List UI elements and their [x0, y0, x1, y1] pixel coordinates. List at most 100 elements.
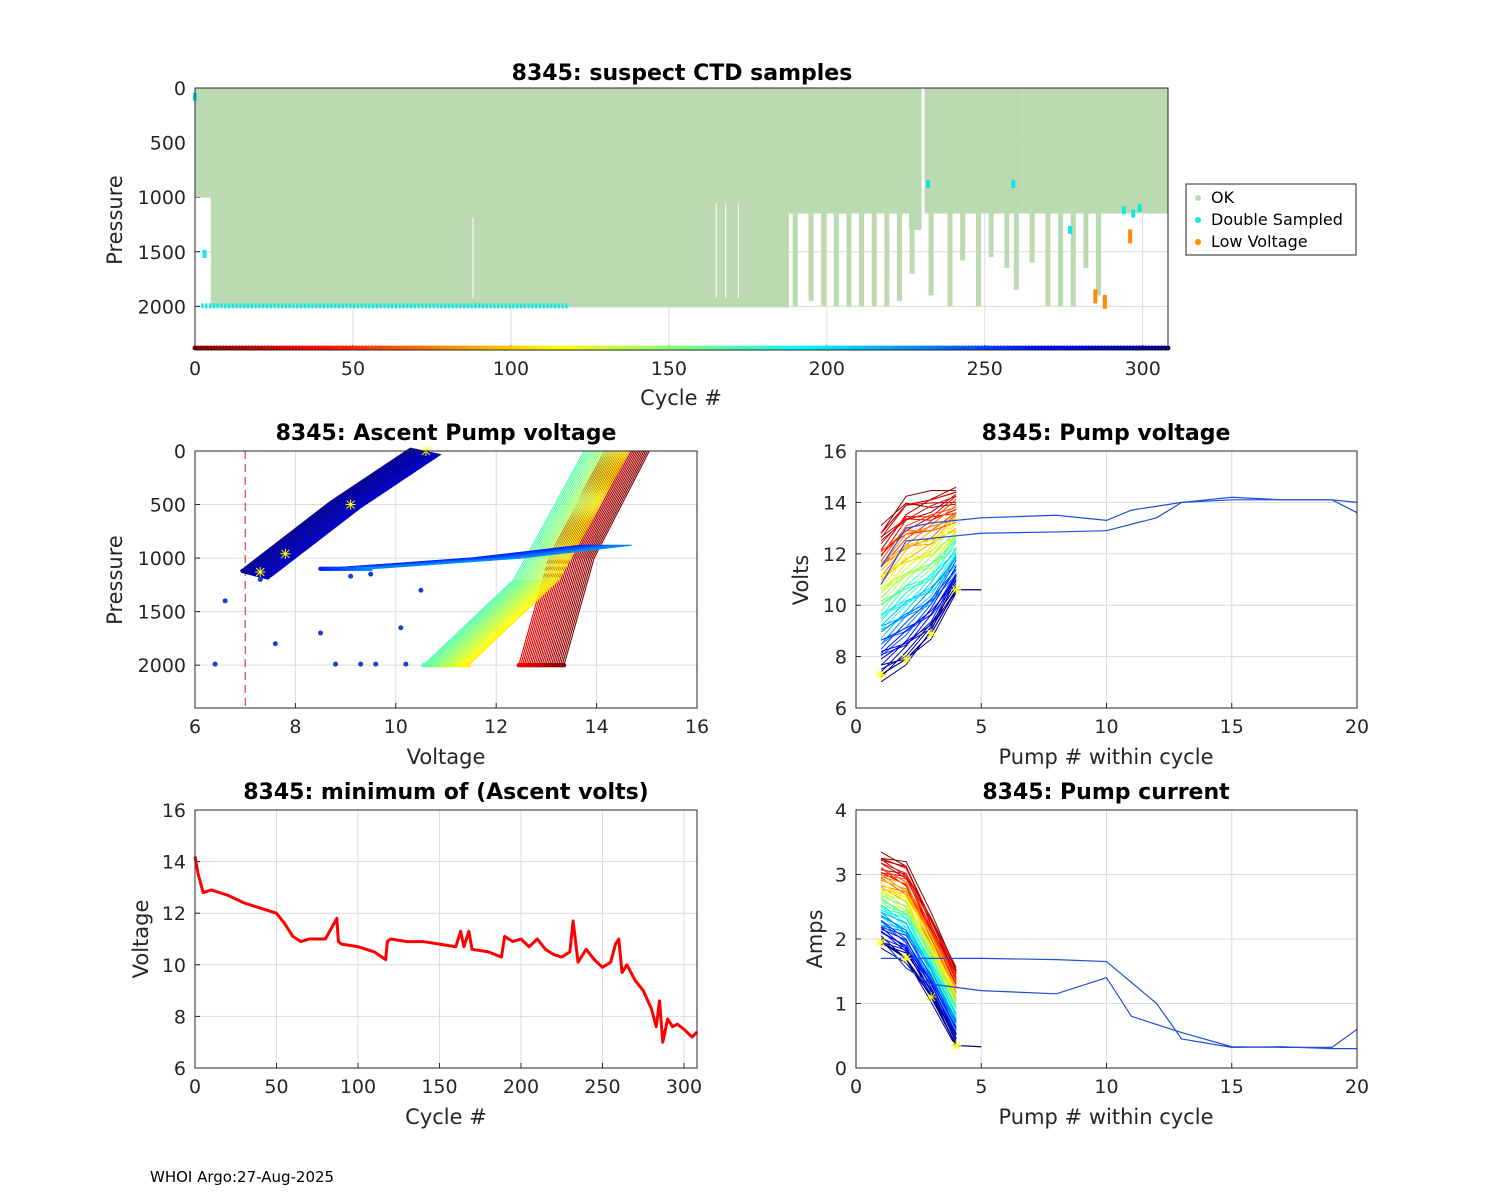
pump-cycle-line: [880, 574, 957, 673]
ok-profile-bar: [1004, 208, 1010, 269]
double-sampled-point: [500, 303, 504, 309]
ascent-profile-line: [466, 450, 628, 666]
double-sampled-point: [462, 303, 466, 309]
pump-cycle-line: [880, 921, 957, 1015]
x-tick-label: 100: [340, 1076, 376, 1098]
double-sampled-point: [1068, 225, 1073, 234]
ok-profile-bar: [846, 208, 852, 307]
pump-cycle-line: [880, 506, 957, 562]
double-sampled-point: [485, 303, 489, 309]
x-tick-label: 10: [1094, 1076, 1118, 1098]
double-sampled-point: [349, 303, 352, 309]
pump-cycle-line: [880, 515, 957, 581]
double-sampled-point: [470, 303, 473, 309]
ok-profile-bar: [1083, 208, 1089, 269]
double-sampled-point: [379, 303, 382, 309]
ok-profile-bar: [947, 208, 953, 307]
ok-profile-block: [210, 88, 789, 308]
pump-cycle-line: [880, 523, 957, 590]
pump-cycle-line: [880, 513, 957, 585]
double-sampled-point: [212, 303, 216, 309]
double-sampled-point: [455, 303, 458, 309]
ok-profile-bar: [871, 208, 877, 307]
pump-cycle-line: [880, 533, 957, 591]
ascent-pump-marks: [212, 446, 650, 708]
ok-profile-bar: [909, 208, 915, 274]
double-sampled-point: [299, 303, 303, 309]
double-sampled-point: [512, 303, 515, 309]
ascent-profile-line: [453, 450, 616, 666]
pump-voltage-xlabel: Pump # within cycle: [999, 745, 1214, 769]
pump-cycle-line: [880, 575, 957, 670]
pump-series-line: [880, 496, 1358, 585]
ok-profile-bar: [884, 208, 890, 307]
ascent-profile-line: [559, 450, 647, 666]
y-tick-label: 12: [162, 903, 186, 925]
double-sampled-point: [478, 303, 481, 309]
double-sampled-point: [1137, 204, 1142, 213]
double-sampled-point: [254, 303, 257, 309]
x-tick-label: 14: [585, 716, 609, 738]
pump-cycle-line: [880, 926, 957, 1031]
min-voltage-line: [193, 856, 699, 1044]
y-tick-label: 16: [823, 441, 847, 463]
chart-pump-voltage: 8345: Pump voltage 0 5 10 15 20 6 8 10 12 14 16 P…: [789, 421, 1369, 769]
y-tick-label: 0: [174, 78, 186, 100]
y-tick-label: 0: [835, 1058, 847, 1080]
double-sampled-point: [459, 303, 462, 309]
double-sampled-point: [345, 303, 348, 309]
y-tick-label: 1: [835, 994, 847, 1016]
double-sampled-point: [296, 303, 299, 309]
footer-credit: WHOI Argo:27-Aug-2025: [150, 1168, 334, 1186]
double-sampled-point: [402, 303, 405, 309]
pump-cycle-line: [880, 557, 957, 645]
ascent-profile-point: [561, 662, 567, 668]
pump-cycle-line: [880, 486, 957, 551]
x-tick-label: 0: [189, 358, 201, 380]
double-sampled-point: [515, 303, 519, 309]
double-sampled-point: [523, 303, 526, 309]
star-marker: [901, 654, 912, 665]
star-marker: [926, 992, 937, 1003]
ascent-profile-line: [243, 448, 415, 573]
x-tick-label: 0: [850, 1076, 862, 1098]
double-sampled-point: [224, 303, 227, 309]
chart-suspect: 8345: suspect CTD samples 0 50 100 150 200 25…: [103, 61, 1357, 410]
ok-profile-bar: [988, 208, 994, 258]
y-tick-label: 0: [174, 441, 186, 463]
pump-cycle-line: [880, 518, 957, 566]
ascent-profile-line: [430, 450, 592, 666]
double-sampled-point: [356, 303, 360, 309]
pump-voltage-title: 8345: Pump voltage: [982, 421, 1231, 446]
ok-profile-block: [788, 88, 909, 214]
double-sampled-point: [205, 303, 208, 309]
double-sampled-point: [235, 303, 238, 309]
ascent-profile-point: [212, 661, 218, 667]
y-tick-label: 14: [162, 852, 186, 874]
pump-cycle-line: [880, 557, 957, 606]
ascent-profile-line: [468, 450, 630, 666]
x-tick-label: 100: [493, 358, 529, 380]
ascent-profile-point: [333, 661, 339, 667]
double-sampled-point: [284, 303, 288, 309]
double-sampled-point: [277, 303, 280, 309]
x-tick-label: 300: [666, 1076, 702, 1098]
double-sampled-point: [421, 303, 424, 309]
ascent-profile-point: [373, 661, 379, 667]
pump-cycle-line: [880, 885, 957, 982]
double-sampled-point: [534, 303, 538, 309]
double-sampled-point: [394, 303, 398, 309]
pump-cycle-line: [880, 564, 957, 627]
y-tick-label: 500: [150, 133, 186, 155]
pump-voltage-ylabel: Volts: [789, 555, 813, 606]
double-sampled-point: [371, 303, 375, 309]
ascent-profile-line: [267, 453, 439, 578]
ascent-profile-point: [348, 573, 354, 579]
legend-ok: OK: [1211, 188, 1235, 207]
double-sampled-point: [311, 303, 314, 309]
ascent-profile-point: [265, 575, 270, 580]
double-sampled-point: [424, 303, 428, 309]
double-sampled-point: [466, 303, 470, 309]
double-sampled-point: [398, 303, 401, 309]
suspect-xlabel: Cycle #: [640, 386, 722, 410]
